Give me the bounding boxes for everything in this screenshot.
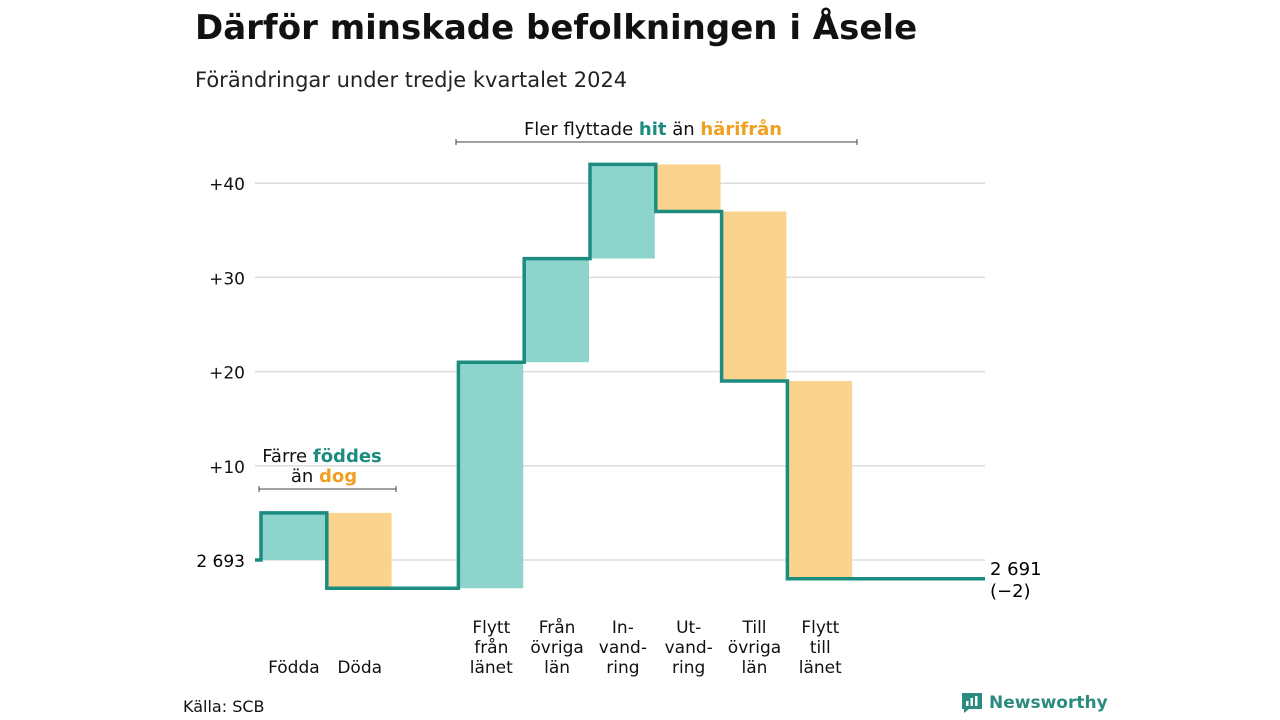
- y-tick-label: +30: [209, 269, 245, 289]
- waterfall-bar: [787, 381, 853, 579]
- y-tick-label: +10: [209, 458, 245, 478]
- bars: [261, 164, 853, 589]
- annotation-moves-text: Fler flyttade hit än härifrån: [524, 118, 782, 140]
- x-tick-label: Ut-: [676, 618, 701, 638]
- waterfall-bar: [590, 164, 655, 259]
- waterfall-bar: [458, 362, 524, 589]
- x-tick-label: från: [474, 637, 508, 658]
- annotation-births-deaths-bracket: [258, 486, 397, 492]
- source-note: Källa: SCB: [183, 697, 265, 716]
- x-tick-label: Till: [741, 618, 766, 638]
- chart-title: Därför minskade befolkningen i Åsele: [195, 8, 918, 48]
- newsworthy-icon: [962, 693, 982, 713]
- annotation-births-deaths-line1: Färre föddes: [262, 446, 382, 467]
- annotation-moves-bracket: [455, 139, 858, 145]
- waterfall-bar: [261, 512, 326, 560]
- x-tick-label: övriga: [530, 638, 583, 658]
- waterfall-bar: [326, 512, 392, 589]
- step-line: [255, 162, 985, 591]
- brand-logo[interactable]: Newsworthy: [961, 692, 1108, 714]
- x-tick-label: Från: [539, 617, 576, 638]
- waterfall-bar: [524, 258, 589, 363]
- x-tick-label: Döda: [337, 658, 382, 678]
- x-tick-label: till: [810, 638, 831, 658]
- x-axis-labels: Födda DödaFlyttfrånlänetFrånövrigalänIn-v…: [268, 617, 842, 678]
- waterfall-bar: [721, 211, 787, 382]
- cumulative-step-line: [255, 162, 985, 591]
- x-tick-label: övriga: [728, 638, 781, 658]
- x-tick-label: vand-: [665, 638, 713, 658]
- waterfall-bar: [655, 164, 721, 212]
- annotation-births-deaths: Färre föddes än dog: [258, 446, 397, 492]
- end-change-label: (−2): [990, 581, 1031, 602]
- x-tick-label: Flytt: [472, 618, 510, 638]
- x-tick-label: ring: [672, 658, 705, 678]
- x-tick-label: län: [544, 658, 570, 678]
- y-tick-label: +40: [209, 175, 245, 195]
- x-tick-label: länet: [470, 658, 513, 678]
- annotation-moves: Fler flyttade hit än härifrån: [455, 118, 858, 145]
- x-tick-label: Födda: [268, 658, 320, 678]
- x-tick-label: ring: [606, 658, 639, 678]
- annotation-births-deaths-line2: än dog: [291, 466, 357, 487]
- y-tick-label: +20: [209, 364, 245, 384]
- x-tick-label: Flytt: [801, 618, 839, 638]
- x-tick-label: In-: [612, 618, 634, 638]
- x-tick-label: länet: [799, 658, 842, 678]
- chart-subtitle: Förändringar under tredje kvartalet 2024: [195, 68, 628, 92]
- brand-label: Newsworthy: [989, 693, 1108, 713]
- x-tick-label: län: [742, 658, 768, 678]
- end-value-label: 2 691: [990, 559, 1042, 580]
- start-value-label: 2 693: [196, 552, 245, 572]
- x-tick-label: vand-: [599, 638, 647, 658]
- y-axis-ticks: +10 +20 +30 +40: [209, 175, 245, 478]
